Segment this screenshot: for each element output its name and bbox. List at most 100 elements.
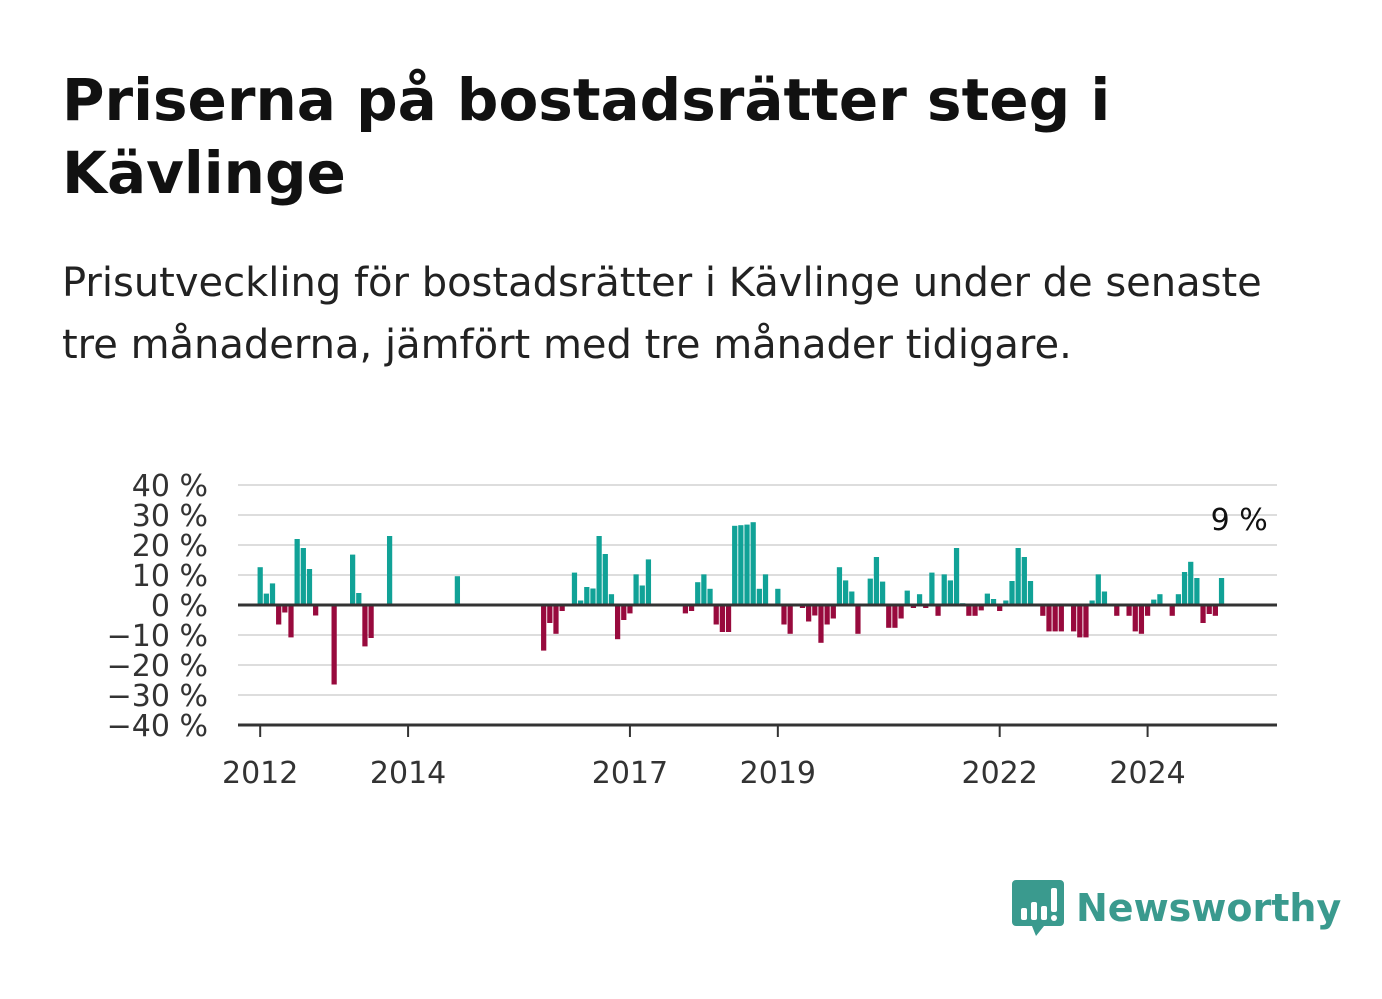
bar xyxy=(257,567,263,605)
bar xyxy=(276,605,282,625)
chart-subtitle: Prisutveckling för bostadsrätter i Kävli… xyxy=(62,260,1262,368)
bar xyxy=(966,605,972,616)
bar xyxy=(1040,605,1046,616)
bar xyxy=(1144,605,1151,616)
y-tick-label: 40 % xyxy=(132,469,208,504)
bar xyxy=(775,588,781,605)
bar xyxy=(547,605,553,623)
bar xyxy=(1212,605,1218,616)
bar xyxy=(294,539,300,605)
bar xyxy=(738,525,744,605)
bar xyxy=(1132,605,1138,632)
bar xyxy=(1206,605,1212,614)
bar xyxy=(602,554,608,605)
bar xyxy=(781,605,787,625)
bar xyxy=(282,605,288,613)
bar xyxy=(873,557,880,605)
bar xyxy=(1175,594,1182,605)
newsworthy-logo-icon xyxy=(1012,880,1064,936)
bar xyxy=(941,574,947,605)
bar xyxy=(750,522,756,605)
bar xyxy=(725,605,732,632)
bar xyxy=(1003,600,1009,605)
bar xyxy=(787,605,793,634)
bar xyxy=(916,594,923,605)
x-tick-label: 2019 xyxy=(740,756,816,791)
bar xyxy=(596,536,602,605)
bar xyxy=(701,574,707,605)
bar xyxy=(756,588,762,605)
data-label: 9 % xyxy=(1211,503,1268,538)
annotation: 9 % xyxy=(1211,503,1268,538)
bar xyxy=(1083,605,1089,638)
bar xyxy=(614,605,621,640)
bar xyxy=(627,605,633,614)
bar xyxy=(633,574,639,605)
bar xyxy=(331,605,337,685)
bar xyxy=(824,605,830,625)
bar xyxy=(744,524,750,605)
bar xyxy=(855,605,861,634)
bar xyxy=(972,605,978,616)
bar xyxy=(386,536,393,605)
grid-lines xyxy=(238,484,1277,696)
bar xyxy=(1046,605,1052,632)
bar xyxy=(263,593,269,605)
bar xyxy=(1200,605,1206,623)
bar xyxy=(682,605,689,614)
bar xyxy=(935,605,941,616)
bar xyxy=(713,605,719,625)
bar xyxy=(984,593,990,605)
bar xyxy=(1058,605,1064,632)
bar xyxy=(953,548,960,605)
bar xyxy=(830,605,836,619)
bar xyxy=(590,588,596,605)
y-tick-label: 0 % xyxy=(151,589,208,624)
y-axis: 40 %30 %20 %10 %0 %−10 %−20 %−30 %−40 % xyxy=(107,469,208,744)
y-tick-label: −20 % xyxy=(107,649,208,684)
bar xyxy=(306,569,313,605)
bar xyxy=(1101,591,1108,605)
bar xyxy=(1009,581,1015,605)
bar xyxy=(1027,581,1034,605)
bar xyxy=(288,605,294,638)
bar xyxy=(997,605,1003,611)
bar xyxy=(621,605,627,620)
bar xyxy=(762,574,769,605)
brand-name: Newsworthy xyxy=(1076,886,1342,930)
bar xyxy=(1077,605,1083,638)
bar xyxy=(1071,605,1077,632)
bar xyxy=(639,585,645,605)
x-axis: 2012 2014 2017 2019 2022 2024 xyxy=(222,603,1277,791)
bar xyxy=(929,572,935,605)
bar xyxy=(1188,561,1194,605)
bar xyxy=(947,580,954,605)
bar xyxy=(892,605,898,628)
y-tick-label: −40 % xyxy=(107,709,208,744)
newsworthy-logo: Newsworthy xyxy=(1010,878,1341,938)
y-tick-label: −30 % xyxy=(107,679,208,714)
y-tick-label: 10 % xyxy=(132,559,208,594)
bar xyxy=(1126,605,1132,616)
bar xyxy=(1181,572,1188,605)
bar xyxy=(313,605,319,616)
bar xyxy=(978,605,984,611)
x-tick-label: 2017 xyxy=(592,756,668,791)
bar xyxy=(362,605,368,647)
bar xyxy=(812,605,818,616)
bar xyxy=(688,605,695,611)
bar xyxy=(1169,605,1175,616)
x-tick-label: 2012 xyxy=(222,756,298,791)
bar xyxy=(578,600,584,605)
bar xyxy=(645,559,652,605)
bar xyxy=(1015,548,1021,605)
bar xyxy=(806,605,812,622)
bars xyxy=(257,522,1225,685)
bar xyxy=(350,554,356,605)
bar xyxy=(719,605,725,632)
bar xyxy=(707,588,713,605)
bar xyxy=(1021,557,1027,605)
bar xyxy=(1089,600,1095,605)
bar xyxy=(836,567,843,605)
x-tick-label: 2022 xyxy=(962,756,1038,791)
